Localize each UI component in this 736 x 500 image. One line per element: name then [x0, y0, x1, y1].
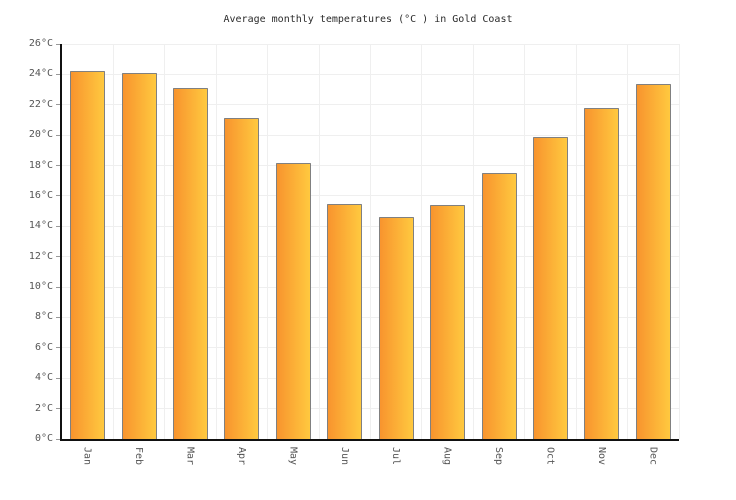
bar-jul [378, 217, 414, 439]
y-axis-label-6: 6°C [34, 341, 53, 353]
y-tick-0 [56, 438, 60, 440]
x-axis-label-apr: Apr [235, 447, 247, 466]
x-axis-label-aug: Aug [441, 447, 453, 466]
y-axis-label-10: 10°C [28, 281, 53, 293]
y-axis-label-2: 2°C [34, 402, 53, 414]
y-axis-label-4: 4°C [34, 372, 53, 384]
bar-apr [224, 118, 260, 439]
y-tick-4 [56, 377, 60, 379]
y-axis-label-22: 22°C [28, 98, 53, 110]
x-axis-label-jan: Jan [81, 447, 93, 466]
x-axis-label-oct: Oct [544, 447, 556, 466]
x-axis-label-jun: Jun [338, 447, 350, 466]
y-axis-label-20: 20°C [28, 129, 53, 141]
y-tick-26 [56, 43, 60, 45]
bar-mar [173, 88, 209, 439]
y-axis-label-26: 26°C [28, 38, 53, 49]
y-axis-labels: 0°C 2°C 4°C 6°C 8°C 10°C 12°C 14°C 16°C 18°C 20°C 2… [8, 0, 53, 500]
y-tick-8 [56, 316, 60, 318]
v-gridline-11 [627, 44, 629, 439]
x-axis-label-sep: Sep [493, 447, 505, 466]
v-gridline-10 [575, 44, 577, 439]
y-tick-2 [56, 408, 60, 410]
y-tick-16 [56, 195, 60, 197]
x-axis-label-mar: Mar [184, 447, 196, 466]
bar-sep [481, 173, 517, 439]
v-gridline-12 [678, 44, 680, 439]
x-axis-label-feb: Feb [133, 447, 145, 466]
y-axis-label-24: 24°C [28, 68, 53, 80]
bar-oct [532, 136, 568, 439]
bar-dec [635, 83, 671, 439]
y-tick-10 [56, 286, 60, 288]
x-axis-label-dec: Dec [647, 447, 659, 466]
y-tick-20 [56, 134, 60, 136]
v-gridline-9 [524, 44, 526, 439]
plot-area [56, 43, 680, 441]
v-gridline-4 [267, 44, 269, 439]
y-axis-label-18: 18°C [28, 159, 53, 171]
bar-aug [430, 205, 466, 439]
y-axis-label-16: 16°C [28, 189, 53, 201]
chart-title: Average monthly temperatures (°C ) in Go… [223, 14, 513, 25]
v-gridline-3 [215, 44, 217, 439]
v-gridline-1 [112, 44, 114, 439]
v-gridline-2 [164, 44, 166, 439]
y-tick-24 [56, 73, 60, 75]
y-tick-18 [56, 165, 60, 167]
bar-feb [121, 72, 157, 439]
y-axis-label-8: 8°C [34, 311, 53, 323]
x-axis-label-jul: Jul [390, 447, 402, 466]
y-axis-label-0: 0°C [34, 433, 53, 444]
y-tick-22 [56, 104, 60, 106]
bar-jun [327, 203, 363, 439]
bar-nov [584, 107, 620, 439]
y-tick-6 [56, 347, 60, 349]
v-gridline-5 [318, 44, 320, 439]
x-axis-label-nov: Nov [595, 447, 607, 466]
v-gridline-6 [370, 44, 371, 439]
y-tick-12 [56, 256, 60, 258]
y-axis-label-14: 14°C [28, 220, 53, 232]
y-axis-label-12: 12°C [28, 250, 53, 262]
bar-may [275, 162, 311, 439]
v-gridline-7 [421, 44, 423, 439]
bar-jan [70, 71, 106, 439]
y-tick-14 [56, 225, 60, 227]
x-axis-label-may: May [287, 447, 299, 466]
v-gridline-8 [472, 44, 474, 439]
